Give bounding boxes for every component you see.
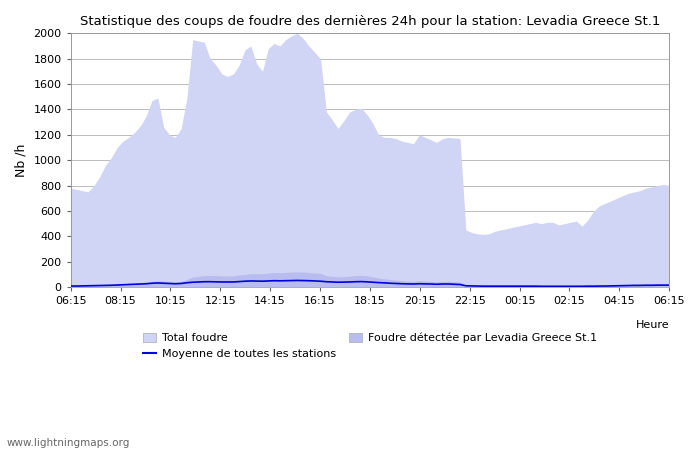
Title: Statistique des coups de foudre des dernières 24h pour la station: Levadia Greec: Statistique des coups de foudre des dern…: [80, 15, 660, 28]
Legend: Total foudre, Moyenne de toutes les stations, Foudre détectée par Levadia Greece: Total foudre, Moyenne de toutes les stat…: [139, 328, 601, 364]
Text: Heure: Heure: [636, 320, 669, 330]
Y-axis label: Nb /h: Nb /h: [15, 144, 28, 177]
Text: www.lightningmaps.org: www.lightningmaps.org: [7, 438, 130, 448]
